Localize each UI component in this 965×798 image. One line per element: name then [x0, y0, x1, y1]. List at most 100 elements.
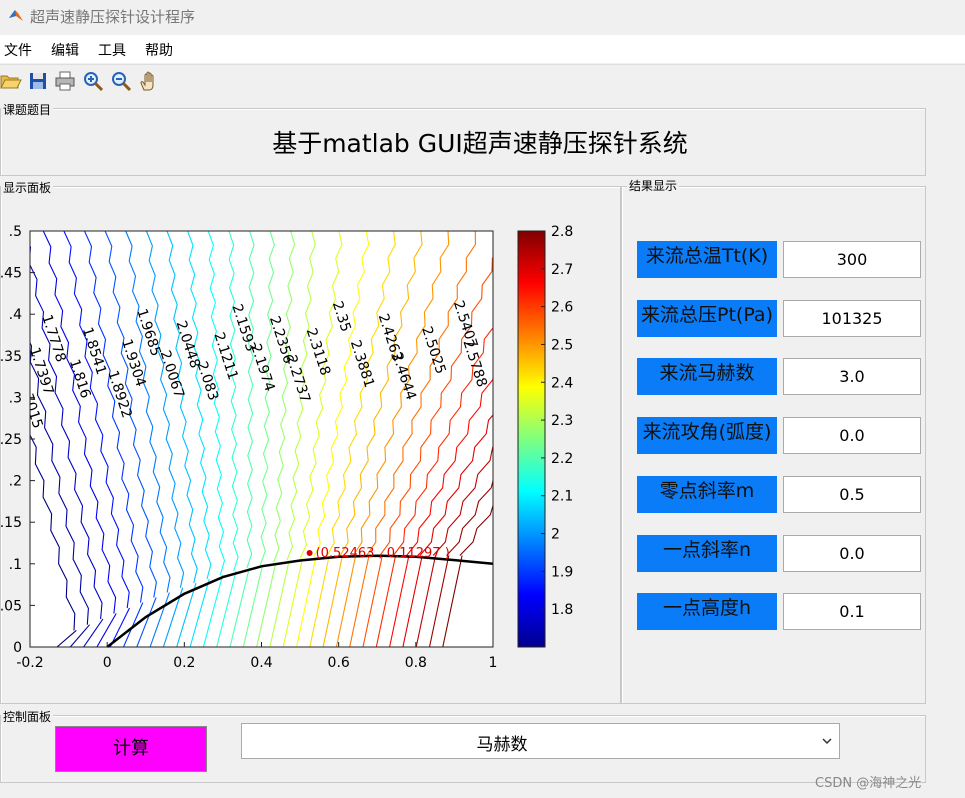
contour-line — [419, 414, 493, 556]
print-icon[interactable] — [54, 70, 76, 92]
contour-line — [432, 446, 493, 556]
contour-line — [295, 556, 317, 647]
contour-line — [136, 597, 157, 647]
contour-line — [166, 231, 198, 584]
display-panel-label: 显示面板 — [1, 179, 54, 196]
quantity-select[interactable]: 马赫数 — [241, 723, 840, 759]
y-tick-label: .3 — [9, 390, 22, 406]
contour-line — [375, 555, 397, 647]
mach-number-field[interactable]: 3.0 — [783, 358, 921, 395]
plot-area — [30, 231, 493, 647]
zoom-out-icon[interactable] — [110, 70, 132, 92]
contour-line — [286, 231, 316, 561]
contour-line — [145, 231, 185, 588]
contour-line — [273, 231, 296, 563]
colorbar-tick-label: 2 — [551, 527, 560, 543]
contour-line — [406, 373, 493, 556]
result-panel-label: 结果显示 — [627, 177, 680, 194]
colorbar-tick-label: 2.5 — [551, 337, 573, 353]
contour-lines — [30, 231, 493, 647]
contour-line — [282, 558, 304, 647]
colorbar-tick-label: 2.4 — [551, 375, 573, 391]
contour-label: 2.7695 — [572, 338, 602, 390]
pan-hand-icon[interactable] — [138, 70, 160, 92]
contour-line — [299, 231, 343, 559]
toolbar — [0, 64, 965, 99]
contour-line — [104, 231, 157, 598]
colorbar-tick-label: 2.6 — [551, 300, 573, 316]
contour-line — [246, 231, 255, 569]
contour-line — [69, 624, 91, 647]
title-bar: 超声速静压探针设计程序 — [0, 0, 965, 34]
result-panel — [621, 186, 926, 704]
colorbar-tick-label: 2.7 — [551, 262, 573, 278]
contour-line — [339, 231, 423, 556]
contour-line — [176, 582, 197, 647]
compute-button[interactable]: 计算 — [55, 726, 207, 772]
chevron-down-icon — [822, 738, 832, 745]
one-point-slope-label: 一点斜率n — [637, 535, 777, 572]
contour-line — [428, 555, 450, 647]
contour-line — [96, 613, 117, 647]
contour-line — [56, 629, 77, 647]
contour-line — [269, 560, 290, 647]
attack-angle-label: 来流攻角(弧度) — [637, 417, 777, 454]
contour-line — [109, 607, 130, 647]
matlab-logo-icon — [9, 10, 23, 21]
contour-line — [256, 562, 277, 647]
colorbar — [517, 230, 546, 648]
contour-label: 2.7314 — [571, 299, 601, 351]
contour-line — [228, 231, 239, 572]
colorbar-tick-label: 2.2 — [551, 451, 573, 467]
contour-line — [202, 574, 224, 647]
x-tick-label: 0 — [103, 655, 112, 671]
contour-label: 2.8077 — [611, 312, 615, 364]
contour-line — [313, 231, 370, 558]
contour-line — [42, 231, 117, 614]
zero-slope-field[interactable]: 0.5 — [783, 476, 921, 513]
colorbar-tick-label: 2.8 — [551, 224, 573, 240]
attack-angle-field[interactable]: 0.0 — [783, 417, 921, 454]
save-icon[interactable] — [27, 70, 49, 92]
y-tick-label: .1 — [9, 557, 22, 573]
control-panel — [0, 715, 926, 783]
y-tick-label: .35 — [0, 349, 22, 365]
topic-panel-label: 课题题目 — [1, 101, 54, 118]
quantity-select-value: 马赫数 — [476, 735, 528, 755]
contour-line — [30, 433, 76, 631]
y-tick-label: .2 — [9, 474, 22, 490]
contour-line — [189, 578, 210, 647]
total-temperature-field[interactable]: 300 — [783, 241, 921, 278]
one-point-height-field[interactable]: 0.1 — [783, 593, 921, 630]
y-axis-ticks: .5 .45 .4 .35 .3 .25 .2 .15 .1 .05 0 — [0, 224, 35, 656]
contour-line — [207, 231, 226, 576]
y-tick-label: .05 — [0, 598, 22, 614]
contour-line — [229, 567, 250, 647]
total-pressure-field[interactable]: 101325 — [783, 300, 921, 337]
menu-help[interactable]: 帮助 — [145, 43, 173, 59]
y-tick-label: .45 — [0, 266, 22, 282]
contour-chart-svg: 1.70151.73971.77781.8161.85411.89221.930… — [0, 224, 615, 671]
contour-line — [30, 341, 89, 625]
colorbar-tick-label: 2.3 — [551, 413, 573, 429]
menu-file[interactable]: 文件 — [4, 43, 32, 59]
menu-edit[interactable]: 编辑 — [51, 43, 79, 59]
zoom-in-icon[interactable] — [82, 70, 104, 92]
open-folder-icon[interactable] — [0, 70, 22, 92]
contour-line — [63, 231, 130, 609]
y-tick-label: .4 — [9, 307, 22, 323]
contour-line — [125, 231, 171, 593]
y-tick-label: .5 — [9, 224, 22, 240]
menu-tools[interactable]: 工具 — [98, 43, 126, 59]
contour-line — [30, 244, 103, 620]
contour-line — [242, 564, 264, 647]
y-tick-label: .25 — [0, 432, 22, 448]
contour-line — [392, 326, 493, 556]
zero-slope-label: 零点斜率m — [637, 476, 777, 513]
one-point-slope-field[interactable]: 0.0 — [783, 535, 921, 572]
y-tick-label: .15 — [0, 515, 22, 531]
contour-line — [389, 555, 410, 647]
x-axis-ticks: -0.2 0 0.2 0.4 0.6 0.8 1 — [16, 642, 497, 671]
x-tick-label: 1 — [489, 655, 498, 671]
menu-bar: 文件 编辑 工具 帮助 — [0, 35, 965, 63]
